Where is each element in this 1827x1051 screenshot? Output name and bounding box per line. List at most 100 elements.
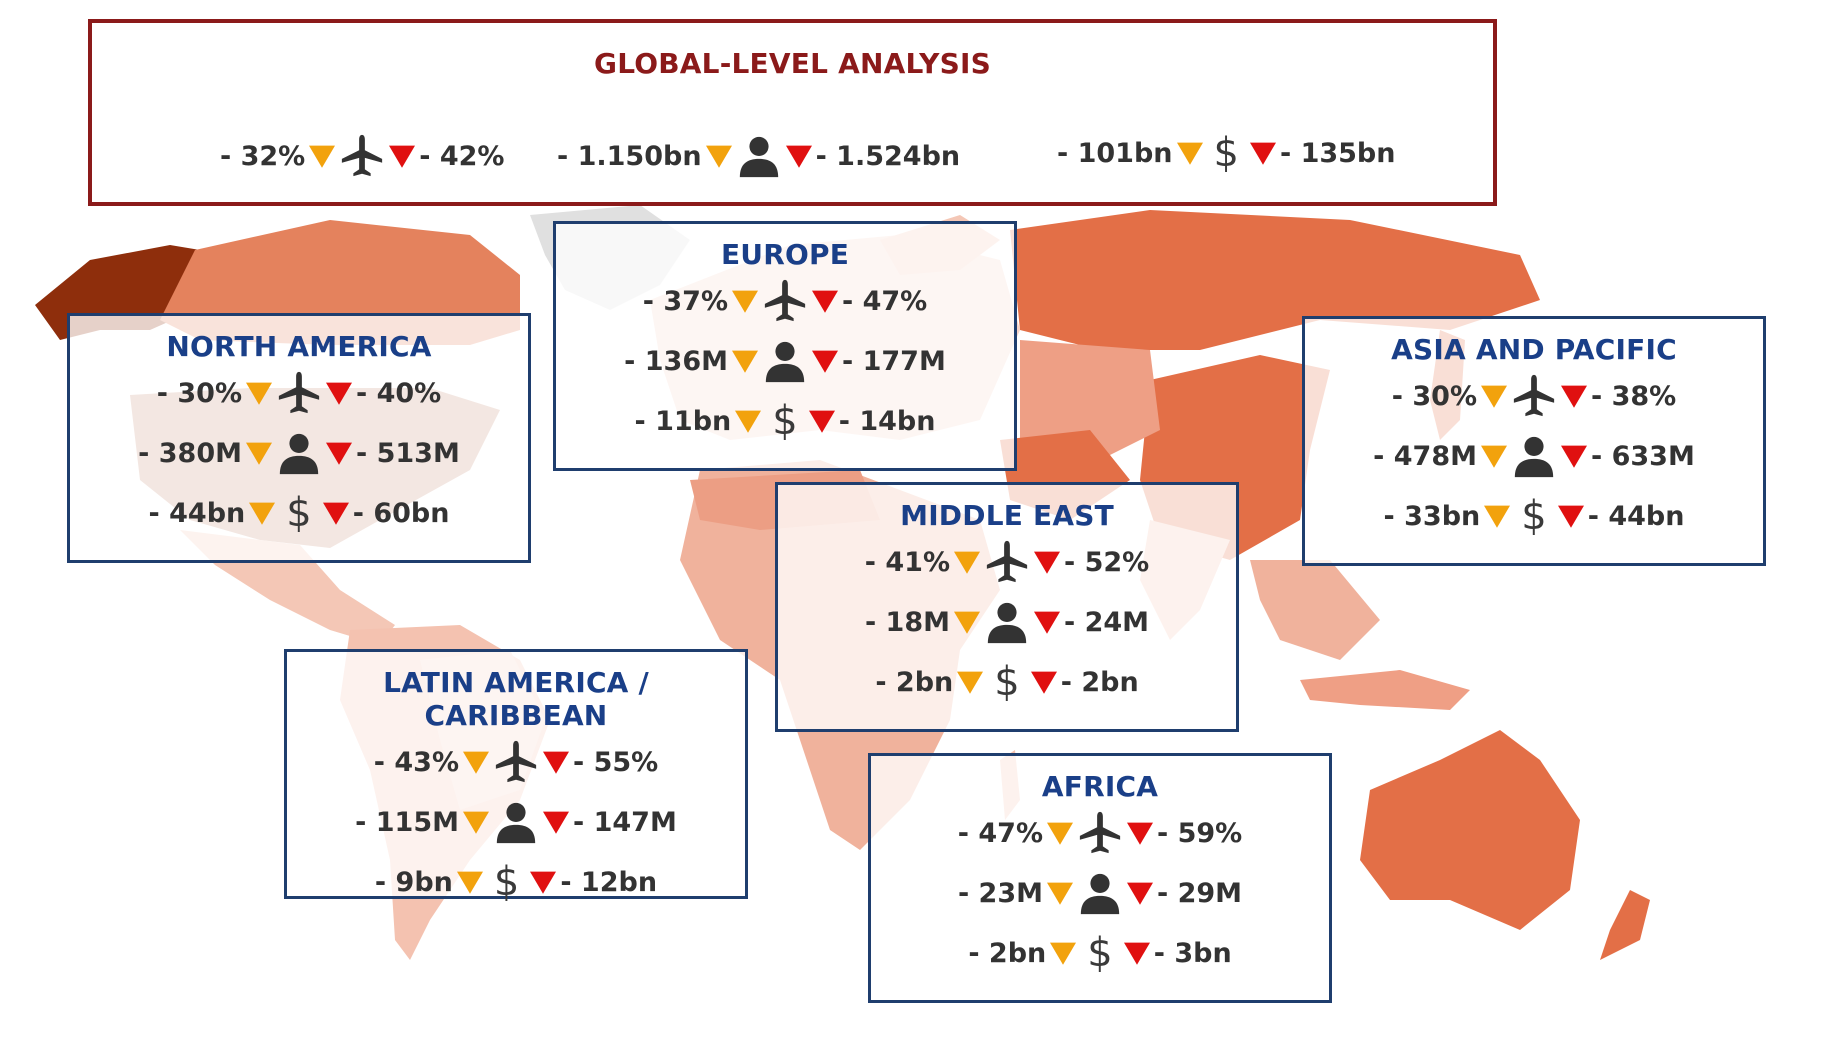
global-flights-low: - 32%	[220, 140, 306, 172]
middle-east-revenue-high: - 2bn	[1060, 666, 1139, 698]
middle-east-passengers-stat: - 18M - 24M	[778, 592, 1236, 652]
africa-passengers-high: - 29M	[1157, 877, 1243, 909]
africa-panel: AFRICA - 47% - 59% - 23M - 29M - 2bn $ -…	[868, 753, 1332, 1003]
north-america-passengers-stat: - 380M - 513M	[70, 423, 528, 483]
global-flights-stat: - 32% - 42%	[217, 133, 507, 179]
map-region-new-zealand	[1600, 890, 1650, 960]
europe-flights-stat: - 37% - 47%	[556, 271, 1014, 331]
red-down-triangle-icon	[326, 442, 352, 465]
red-down-triangle-icon	[1127, 882, 1153, 905]
global-flights-high: - 42%	[419, 140, 505, 172]
global-revenue-stat: - 101bn $ - 135bn	[1054, 133, 1398, 173]
red-down-triangle-icon	[1127, 822, 1153, 845]
orange-down-triangle-icon	[463, 811, 489, 834]
middle-east-title: MIDDLE EAST	[900, 499, 1114, 532]
orange-down-triangle-icon	[463, 751, 489, 774]
europe-revenue-high: - 14bn	[838, 405, 936, 437]
europe-passengers-high: - 177M	[842, 345, 946, 377]
asia-pacific-flights-high: - 38%	[1591, 380, 1677, 412]
person-icon	[279, 433, 319, 475]
red-down-triangle-icon	[1030, 671, 1057, 694]
europe-flights-high: - 47%	[842, 285, 928, 317]
red-down-triangle-icon	[812, 350, 838, 373]
red-down-triangle-icon	[1249, 142, 1276, 165]
person-icon	[1080, 873, 1120, 915]
middle-east-revenue-stat: - 2bn $ - 2bn	[778, 652, 1236, 712]
middle-east-flights-low: - 41%	[864, 546, 950, 578]
orange-down-triangle-icon	[1484, 505, 1511, 528]
africa-title: AFRICA	[1041, 770, 1159, 803]
middle-east-flights-high: - 52%	[1064, 546, 1150, 578]
middle-east-passengers-high: - 24M	[1064, 606, 1150, 638]
person-icon	[496, 802, 536, 844]
middle-east-panel: MIDDLE EAST - 41% - 52% - 18M - 24M - 2b…	[775, 482, 1239, 732]
latin-america-revenue-stat: - 9bn $ - 12bn	[287, 852, 745, 912]
airplane-icon	[278, 371, 320, 414]
dollar-icon: $	[1521, 493, 1547, 539]
red-down-triangle-icon	[543, 811, 569, 834]
africa-revenue-high: - 3bn	[1153, 937, 1232, 969]
dollar-icon: $	[1213, 130, 1239, 176]
person-icon	[1514, 436, 1554, 478]
asia-pacific-passengers-high: - 633M	[1591, 440, 1695, 472]
europe-title: EUROPE	[720, 238, 850, 271]
airplane-icon	[1513, 374, 1555, 417]
africa-flights-low: - 47%	[957, 817, 1043, 849]
asia-pacific-revenue-low: - 33bn	[1383, 500, 1481, 532]
global-analysis-panel: GLOBAL-LEVEL ANALYSIS - 32% - 42% - 1.15…	[88, 19, 1497, 206]
europe-revenue-stat: - 11bn $ - 14bn	[556, 391, 1014, 451]
latin-america-revenue-high: - 12bn	[560, 866, 658, 898]
north-america-revenue-high: - 60bn	[352, 497, 450, 529]
orange-down-triangle-icon	[1481, 385, 1507, 408]
red-down-triangle-icon	[1034, 611, 1060, 634]
latin-america-revenue-low: - 9bn	[374, 866, 453, 898]
asia-pacific-title: ASIA AND PACIFIC	[1391, 333, 1677, 366]
map-region-southeast-asia	[1250, 560, 1380, 660]
airplane-icon	[342, 134, 383, 177]
latin-america-panel: LATIN AMERICA / CARIBBEAN - 43% - 55% - …	[284, 649, 748, 902]
africa-revenue-low: - 2bn	[968, 937, 1047, 969]
latin-america-passengers-high: - 147M	[573, 806, 677, 838]
orange-down-triangle-icon	[249, 502, 276, 525]
dollar-icon: $	[772, 398, 798, 444]
north-america-passengers-low: - 380M	[138, 437, 242, 469]
africa-flights-high: - 59%	[1157, 817, 1243, 849]
orange-down-triangle-icon	[954, 551, 980, 574]
africa-revenue-stat: - 2bn $ - 3bn	[871, 923, 1329, 983]
map-region-indonesia	[1300, 670, 1470, 710]
global-revenue-high: - 135bn	[1279, 137, 1396, 169]
latin-america-flights-high: - 55%	[573, 746, 659, 778]
middle-east-revenue-low: - 2bn	[875, 666, 954, 698]
latin-america-passengers-stat: - 115M - 147M	[287, 792, 745, 852]
global-passengers-low: - 1.150bn	[557, 140, 702, 172]
europe-revenue-low: - 11bn	[634, 405, 732, 437]
north-america-flights-high: - 40%	[356, 377, 442, 409]
red-down-triangle-icon	[1123, 942, 1150, 965]
airplane-icon	[764, 279, 806, 322]
north-america-revenue-stat: - 44bn $ - 60bn	[70, 483, 528, 543]
orange-down-triangle-icon	[705, 145, 732, 168]
north-america-title: NORTH AMERICA	[166, 330, 432, 363]
orange-down-triangle-icon	[1047, 822, 1073, 845]
asia-pacific-panel: ASIA AND PACIFIC - 30% - 38% - 478M - 63…	[1302, 316, 1766, 566]
asia-pacific-passengers-low: - 478M	[1373, 440, 1477, 472]
orange-down-triangle-icon	[1050, 942, 1077, 965]
red-down-triangle-icon	[322, 502, 349, 525]
orange-down-triangle-icon	[309, 145, 336, 168]
latin-america-title: LATIN AMERICA / CARIBBEAN	[383, 666, 649, 732]
latin-america-flights-low: - 43%	[373, 746, 459, 778]
orange-down-triangle-icon	[735, 410, 762, 433]
europe-flights-low: - 37%	[642, 285, 728, 317]
orange-down-triangle-icon	[246, 382, 272, 405]
red-down-triangle-icon	[543, 751, 569, 774]
africa-passengers-low: - 23M	[957, 877, 1043, 909]
person-icon	[987, 602, 1027, 644]
red-down-triangle-icon	[812, 290, 838, 313]
dollar-icon: $	[1087, 930, 1113, 976]
orange-down-triangle-icon	[456, 871, 483, 894]
map-region-australia	[1360, 730, 1580, 930]
person-icon	[739, 136, 778, 178]
red-down-triangle-icon	[1557, 505, 1584, 528]
red-down-triangle-icon	[1561, 445, 1587, 468]
orange-down-triangle-icon	[732, 290, 758, 313]
